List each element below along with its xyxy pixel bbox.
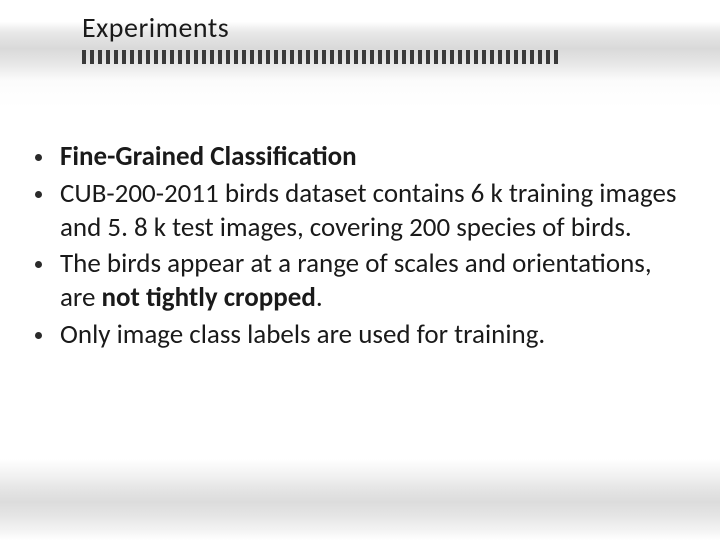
tick-mark bbox=[442, 50, 446, 64]
tick-mark bbox=[98, 50, 102, 64]
tick-mark bbox=[226, 50, 230, 64]
tick-mark bbox=[354, 50, 358, 64]
tick-mark bbox=[394, 50, 398, 64]
tick-mark bbox=[338, 50, 342, 64]
tick-mark bbox=[330, 50, 334, 64]
tick-mark bbox=[194, 50, 198, 64]
bullet-dot-icon bbox=[35, 261, 42, 268]
bullet-text: Only image class labels are used for tra… bbox=[60, 318, 685, 352]
tick-mark bbox=[482, 50, 486, 64]
tick-mark bbox=[106, 50, 110, 64]
bullet-item: Fine-Grained Classification bbox=[35, 140, 685, 174]
bullet-item: Only image class labels are used for tra… bbox=[35, 318, 685, 352]
text-run: Only image class labels are used for tra… bbox=[60, 318, 545, 351]
tick-mark bbox=[466, 50, 470, 64]
bullet-item: The birds appear at a range of scales an… bbox=[35, 247, 685, 315]
title-underline-ticks bbox=[82, 50, 562, 66]
tick-mark bbox=[546, 50, 550, 64]
tick-mark bbox=[282, 50, 286, 64]
tick-mark bbox=[450, 50, 454, 64]
tick-mark bbox=[346, 50, 350, 64]
bullet-text: CUB-200-2011 birds dataset contains 6 k … bbox=[60, 177, 685, 245]
tick-mark bbox=[514, 50, 518, 64]
tick-mark bbox=[258, 50, 262, 64]
tick-mark bbox=[138, 50, 142, 64]
tick-mark bbox=[274, 50, 278, 64]
tick-mark bbox=[90, 50, 94, 64]
tick-mark bbox=[154, 50, 158, 64]
tick-mark bbox=[378, 50, 382, 64]
bullet-item: CUB-200-2011 birds dataset contains 6 k … bbox=[35, 177, 685, 245]
text-run: CUB-200-2011 birds dataset contains 6 k … bbox=[60, 177, 676, 244]
bullet-text: The birds appear at a range of scales an… bbox=[60, 247, 685, 315]
tick-mark bbox=[202, 50, 206, 64]
tick-mark bbox=[122, 50, 126, 64]
text-run: . bbox=[316, 281, 323, 314]
tick-mark bbox=[410, 50, 414, 64]
tick-mark bbox=[434, 50, 438, 64]
tick-mark bbox=[506, 50, 510, 64]
tick-mark bbox=[490, 50, 494, 64]
tick-mark bbox=[370, 50, 374, 64]
tick-mark bbox=[186, 50, 190, 64]
tick-mark bbox=[290, 50, 294, 64]
tick-mark bbox=[322, 50, 326, 64]
tick-mark bbox=[242, 50, 246, 64]
tick-mark bbox=[418, 50, 422, 64]
tick-mark bbox=[498, 50, 502, 64]
tick-mark bbox=[146, 50, 150, 64]
tick-mark bbox=[554, 50, 558, 64]
bullet-dot-icon bbox=[35, 332, 42, 339]
tick-mark bbox=[458, 50, 462, 64]
tick-mark bbox=[530, 50, 534, 64]
tick-mark bbox=[362, 50, 366, 64]
slide-title: Experiments bbox=[82, 10, 229, 45]
tick-mark bbox=[522, 50, 526, 64]
tick-mark bbox=[306, 50, 310, 64]
tick-mark bbox=[266, 50, 270, 64]
tick-mark bbox=[130, 50, 134, 64]
bold-run: Fine-Grained Classification bbox=[60, 140, 357, 173]
bold-run: not tightly cropped bbox=[102, 281, 316, 314]
tick-mark bbox=[250, 50, 254, 64]
tick-mark bbox=[314, 50, 318, 64]
tick-mark bbox=[402, 50, 406, 64]
bullet-text: Fine-Grained Classification bbox=[60, 140, 685, 174]
bullet-dot-icon bbox=[35, 191, 42, 198]
tick-mark bbox=[426, 50, 430, 64]
tick-mark bbox=[210, 50, 214, 64]
tick-mark bbox=[538, 50, 542, 64]
tick-mark bbox=[298, 50, 302, 64]
tick-mark bbox=[170, 50, 174, 64]
tick-mark bbox=[114, 50, 118, 64]
tick-mark bbox=[234, 50, 238, 64]
tick-mark bbox=[474, 50, 478, 64]
tick-mark bbox=[162, 50, 166, 64]
bullet-dot-icon bbox=[35, 154, 42, 161]
slide-body: Fine-Grained Classification CUB-200-2011 … bbox=[35, 140, 685, 355]
tick-mark bbox=[178, 50, 182, 64]
tick-mark bbox=[82, 50, 86, 64]
tick-mark bbox=[218, 50, 222, 64]
tick-mark bbox=[386, 50, 390, 64]
